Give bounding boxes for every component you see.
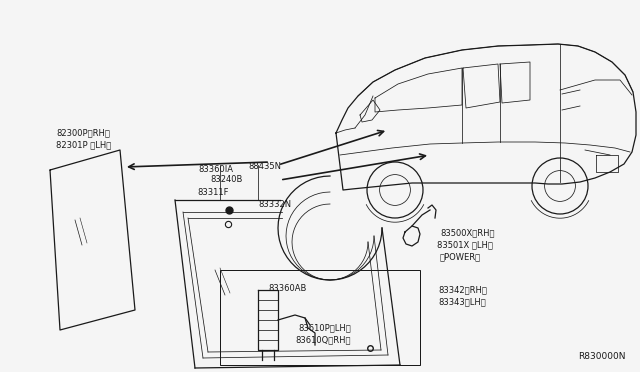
Text: 83342〈RH〉: 83342〈RH〉 [438,285,487,294]
Text: 83360IA: 83360IA [198,165,233,174]
Text: 82300P〈RH〉: 82300P〈RH〉 [56,128,110,137]
Text: 83500X〈RH〉: 83500X〈RH〉 [440,228,495,237]
Bar [220,270,420,365]
Text: R830000N: R830000N [578,352,625,361]
Text: 83501X 〈LH〉: 83501X 〈LH〉 [437,240,493,249]
Text: 83610P〈LH〉: 83610P〈LH〉 [298,323,351,332]
Text: 83610Q〈RH〉: 83610Q〈RH〉 [295,335,351,344]
Text: 88435N: 88435N [248,162,281,171]
Text: 83360AB: 83360AB [268,284,307,293]
Text: 83240B: 83240B [210,175,243,184]
Text: 83332N: 83332N [258,200,291,209]
Text: 83311F: 83311F [197,188,228,197]
Text: 82301P 〈LH〉: 82301P 〈LH〉 [56,140,111,149]
Text: 〈POWER〉: 〈POWER〉 [440,252,481,261]
Text: 83343〈LH〉: 83343〈LH〉 [438,297,486,306]
